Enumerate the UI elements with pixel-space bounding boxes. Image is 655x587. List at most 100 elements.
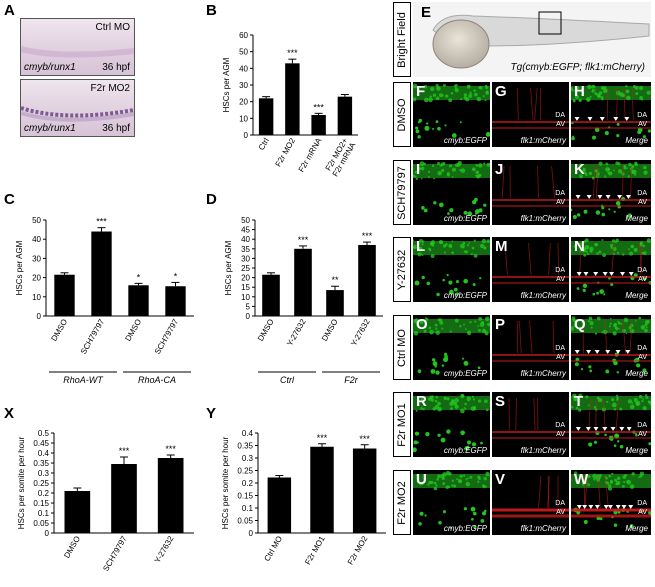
intersegmental-vessel [631, 87, 634, 121]
egfp-cell [579, 163, 583, 167]
egfp-cell [613, 323, 617, 328]
egfp-cell [471, 246, 475, 250]
egfp-cell [638, 85, 644, 91]
egfp-cell [583, 209, 588, 214]
egfp-cell [486, 162, 490, 167]
egfp-cell [599, 517, 603, 521]
egfp-cell [481, 238, 487, 244]
egfp-cell [481, 321, 484, 325]
egfp-cell [484, 399, 488, 404]
y-tick-label: 30 [32, 254, 41, 263]
egfp-cell [444, 124, 447, 127]
egfp-cell [629, 484, 635, 489]
egfp-cell [623, 166, 627, 170]
egfp-cell [586, 97, 591, 102]
egfp-cell [579, 174, 583, 179]
egfp-cell [421, 243, 424, 246]
egfp-cell [602, 88, 608, 94]
egfp-cell [585, 250, 588, 253]
egfp-cell [646, 90, 651, 95]
egfp-cell [438, 93, 443, 98]
av-label: AV [638, 121, 647, 128]
arrowhead-marker [593, 427, 599, 431]
egfp-cell [459, 474, 463, 478]
intersegmental-vessel [593, 165, 596, 199]
egfp-cell [617, 169, 623, 174]
fluorescence-signal [571, 84, 651, 141]
chart-x: 00.050.10.150.20.250.30.350.40.450.5 HSCs… [17, 429, 194, 573]
panel-letter-u: U [416, 471, 427, 488]
egfp-cell [576, 213, 581, 217]
panel-letter-s: S [495, 393, 506, 410]
egfp-cell [413, 447, 417, 453]
y-tick-label: 50 [32, 216, 41, 225]
egfp-cell [414, 280, 420, 286]
egfp-cell [433, 481, 437, 485]
egfp-cell [473, 253, 478, 258]
egfp-cell [571, 326, 575, 331]
egfp-cell [586, 252, 589, 256]
fluorescence-signal [413, 316, 490, 375]
egfp-cell [437, 401, 441, 406]
egfp-cell [419, 161, 425, 167]
egfp-cell [438, 520, 442, 525]
egfp-cell [574, 94, 580, 100]
arrowhead-marker [586, 350, 592, 354]
egfp-cell [572, 98, 576, 102]
egfp-cell [572, 393, 577, 399]
egfp-cell [465, 250, 468, 254]
egfp-cell [451, 240, 454, 243]
significance-label: *** [119, 446, 130, 456]
egfp-cell [463, 360, 469, 366]
egfp-cell [473, 239, 477, 242]
egfp-cell [607, 167, 611, 171]
egfp-cell [636, 400, 641, 406]
panel-letter-h: H [574, 83, 585, 100]
egfp-cell [469, 475, 473, 479]
panel-letter-c: C [4, 191, 15, 208]
y-tick-label: 0.15 [33, 499, 49, 508]
arrowhead-marker [605, 350, 611, 354]
egfp-cell [434, 323, 438, 327]
egfp-cell [456, 478, 459, 481]
egfp-cell [599, 289, 605, 294]
egfp-cell [462, 474, 466, 477]
arrowhead-marker [603, 505, 609, 509]
egfp-cell [639, 471, 645, 477]
egfp-cell [463, 210, 468, 215]
egfp-cell [629, 524, 634, 529]
egfp-cell [626, 95, 631, 101]
egfp-cell [617, 321, 621, 325]
egfp-cell [467, 445, 470, 448]
egfp-cell [413, 239, 415, 242]
egfp-cell [460, 243, 465, 249]
egfp-cell [584, 482, 587, 485]
egfp-cell [424, 514, 427, 517]
da-label: DA [637, 500, 647, 507]
egfp-cell [462, 241, 466, 245]
egfp-cell [578, 98, 582, 102]
confocal-image-n: N Merge DA AV [571, 237, 651, 302]
y-tick-label: 0.2 [38, 489, 50, 498]
fluorescence-signal [413, 238, 490, 297]
egfp-cell [591, 88, 594, 91]
egfp-cell [460, 168, 466, 173]
egfp-cell [644, 394, 648, 397]
egfp-cell [426, 122, 429, 125]
egfp-cell [429, 95, 432, 98]
egfp-cell [581, 248, 587, 253]
egfp-cell [443, 251, 446, 254]
egfp-cell [640, 325, 646, 330]
da-label: DA [555, 422, 565, 429]
egfp-cell [617, 320, 619, 323]
arrowhead-marker [583, 272, 589, 276]
panel-letter-x: X [4, 405, 15, 422]
egfp-cell [449, 245, 452, 248]
egfp-cell [445, 356, 448, 360]
egfp-cell [485, 471, 490, 477]
egfp-cell [647, 129, 651, 133]
y-tick-label: 0.45 [33, 439, 49, 448]
